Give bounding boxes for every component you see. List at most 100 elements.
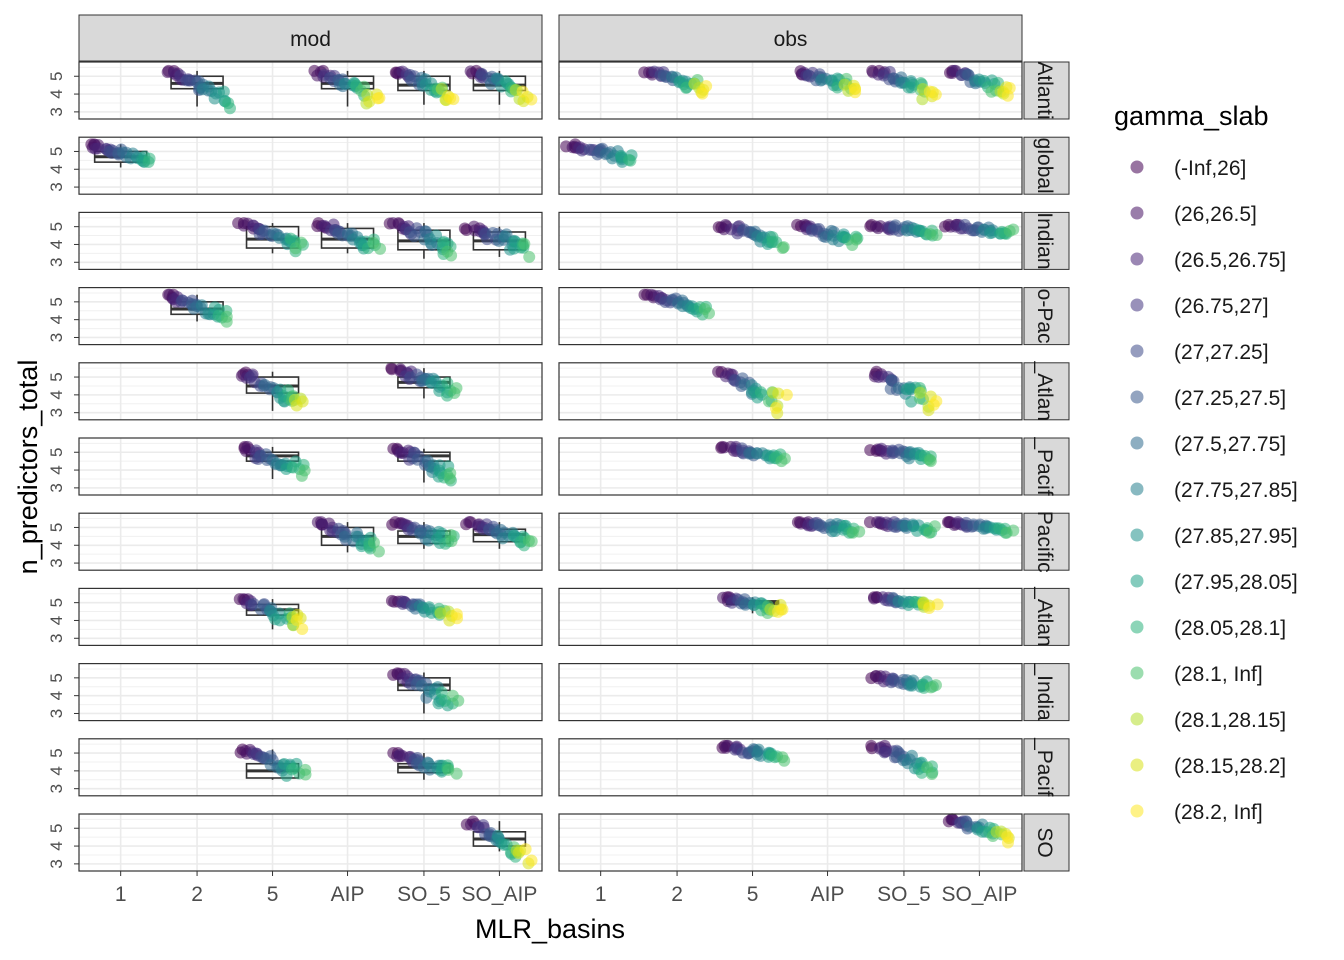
group-mod-S_Atlantic-5 — [233, 593, 309, 636]
legend-item: (26,26.5] — [1130, 203, 1257, 226]
legend-swatch — [1130, 528, 1144, 542]
legend-item: (27.95,28.05] — [1130, 571, 1298, 594]
data-point — [298, 464, 311, 477]
y-tick-label: 5 — [47, 824, 66, 833]
group-obs-Atlantic-SO_5 — [866, 64, 942, 106]
legend-label: (-Inf,26] — [1174, 157, 1246, 180]
y-tick-label: 4 — [47, 390, 66, 399]
legend-item: (28.15,28.2] — [1130, 755, 1286, 778]
y-tick-label: 4 — [47, 766, 66, 775]
row-strip-S_Pacific — [1023, 738, 1070, 797]
column-facet-strips: mod obs — [78, 14, 1023, 62]
data-point — [924, 681, 937, 694]
data-point — [718, 441, 731, 454]
panel-border — [558, 813, 1023, 872]
panel-background — [79, 362, 542, 420]
data-point — [443, 472, 456, 485]
legend-swatch — [1130, 666, 1144, 680]
group-mod-Indian-SO_AIP — [458, 220, 536, 263]
data-point — [914, 386, 927, 399]
legend-label: (28.1,28.15] — [1174, 709, 1286, 732]
group-mod-S_Indian-SO_5 — [387, 667, 465, 714]
data-point — [523, 250, 536, 263]
panel-obs-Atlantic — [559, 62, 1022, 119]
data-point — [696, 87, 709, 100]
panel-obs-S_Indian — [559, 663, 1022, 721]
group-mod-Pacific-SO_5 — [386, 516, 460, 550]
group-obs-SO-SO_AIP — [942, 813, 1015, 849]
legend-item: (28.2, Inf] — [1130, 801, 1263, 824]
group-mod-Indo-Pacific-2 — [162, 288, 233, 328]
data-point — [850, 233, 863, 246]
data-point — [296, 623, 309, 636]
group-obs-N_Atlantic-5 — [712, 365, 793, 420]
x-tick-label: 5 — [747, 883, 759, 906]
legend-item: (27.75,27.85] — [1130, 479, 1298, 502]
panel-border — [558, 662, 1023, 722]
data-point — [928, 520, 941, 533]
y-tick-label: 4 — [47, 89, 66, 98]
legend-label: (26.5,26.75] — [1174, 249, 1286, 272]
panel-obs-N_Pacific — [559, 438, 1022, 495]
panel-mod-Indian — [79, 212, 542, 270]
data-point — [451, 612, 464, 625]
group-obs-S_Pacific-5 — [716, 739, 791, 767]
legend-swatch — [1130, 206, 1144, 220]
group-mod-global-1 — [85, 138, 156, 168]
legend-swatch — [1130, 804, 1144, 818]
panel-background — [559, 438, 1022, 495]
panel-background — [79, 287, 542, 345]
legend-swatch — [1130, 482, 1144, 496]
legend-label: (27.85,27.95] — [1174, 525, 1298, 548]
data-point — [223, 102, 236, 115]
data-point — [445, 249, 458, 262]
panel-mod-Indo-Pacific — [79, 287, 542, 345]
panel-border — [558, 287, 1023, 346]
legend-item: (28.05,28.1] — [1130, 617, 1286, 640]
data-point — [445, 535, 458, 548]
legend-label: (28.15,28.2] — [1174, 755, 1286, 778]
group-obs-Atlantic-2 — [638, 65, 713, 100]
data-point — [1007, 223, 1020, 236]
y-tick-label: 5 — [47, 598, 66, 607]
data-point — [290, 613, 303, 626]
legend-label: (26,26.5] — [1174, 203, 1257, 226]
legend-item: (28.1, Inf] — [1130, 663, 1263, 686]
y-tick-label: 4 — [47, 616, 66, 625]
data-point — [372, 545, 385, 558]
legend: gamma_slab (-Inf,26] (26,26.5] (26.5,26.75… — [1114, 101, 1298, 824]
panel-border — [558, 136, 1023, 195]
data-point — [525, 93, 538, 106]
group-mod-S_Atlantic-SO_5 — [385, 594, 464, 627]
data-point — [1007, 524, 1020, 537]
y-tick-label: 5 — [47, 147, 66, 156]
panel-border — [78, 662, 543, 722]
data-point — [404, 371, 417, 384]
y-tick-label: 3 — [47, 859, 66, 868]
data-point — [296, 395, 309, 408]
panel-border — [558, 587, 1023, 647]
y-tick-label: 4 — [47, 541, 66, 550]
row-strip-label-S_Indian: _India — [1033, 662, 1056, 721]
group-mod-Indian-AIP — [311, 217, 387, 255]
data-point — [525, 854, 538, 867]
y-tick-label: 4 — [47, 691, 66, 700]
y-tick-label: 5 — [47, 673, 66, 682]
legend-item: (27.85,27.95] — [1130, 525, 1298, 548]
x-tick-label: 1 — [115, 883, 127, 906]
data-point — [264, 750, 277, 763]
row-strip-label-Indian: Indian — [1033, 212, 1056, 269]
group-obs-N_Atlantic-SO_5 — [868, 365, 943, 417]
legend-item: (26.75,27] — [1130, 295, 1269, 318]
panel-background — [559, 663, 1022, 721]
y-tick-label: 3 — [47, 107, 66, 116]
y-tick-label: 5 — [47, 448, 66, 457]
axes: 3 4 5 3 4 5 3 4 5 3 4 5 3 4 5 3 4 5 3 4 5 3 4 5 3 4 5 3 4 5 3 4 5 1 2 5 AIP S… — [47, 72, 1017, 906]
x-tick-label: 1 — [595, 883, 607, 906]
row-strip-Pacific — [1023, 512, 1070, 571]
data-point — [900, 383, 913, 396]
legend-swatch — [1130, 574, 1144, 588]
data-point — [924, 455, 937, 468]
legend-item: (27.25,27.5] — [1130, 387, 1286, 410]
